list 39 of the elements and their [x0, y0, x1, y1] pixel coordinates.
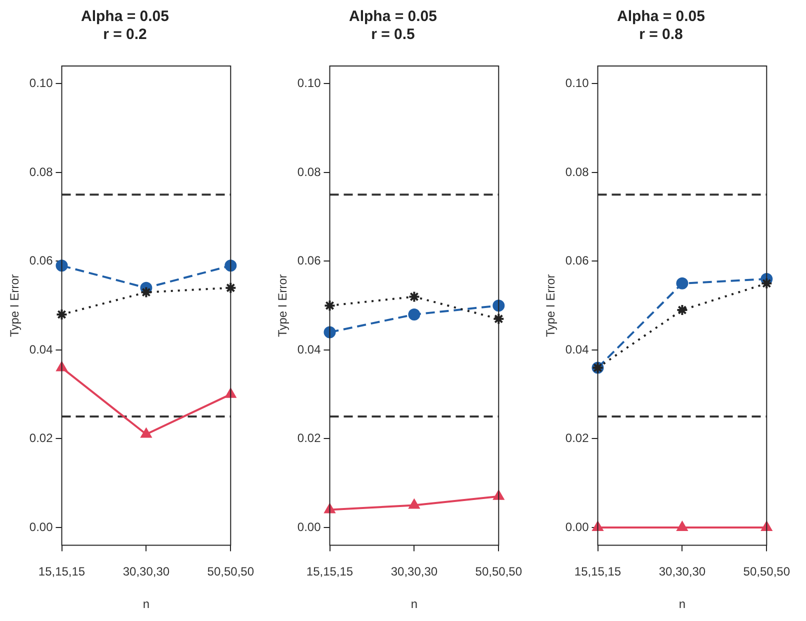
chart-subtitle: r = 0.5 — [371, 26, 415, 44]
chart-subtitle: r = 0.2 — [103, 26, 147, 44]
x-tick-label: 15,15,15 — [306, 564, 354, 579]
y-tick-label: 0.10 — [297, 76, 322, 90]
x-tick-label: 50,50,50 — [475, 564, 522, 579]
chart-title: Alpha = 0.05 — [349, 8, 437, 26]
y-tick-label: 0.02 — [29, 431, 54, 446]
y-tick-label: 0.02 — [565, 431, 590, 446]
x-axis-title: n — [678, 597, 686, 612]
x-axis-title: n — [410, 597, 418, 612]
x-tick-label: 30,30,30 — [390, 564, 438, 579]
y-tick-label: 0.10 — [29, 76, 54, 90]
y-tick-label: 0.00 — [297, 520, 322, 534]
y-tick-label: 0.04 — [29, 342, 54, 356]
y-tick-label: 0.00 — [565, 520, 590, 534]
chart-title: Alpha = 0.05 — [81, 8, 169, 26]
y-axis-title: Type I Error — [276, 274, 290, 337]
y-tick-label: 0.04 — [297, 342, 322, 356]
y-tick-label: 0.08 — [565, 164, 590, 179]
x-axis-title: n — [142, 597, 150, 612]
x-tick-label: 15,15,15 — [38, 564, 86, 579]
y-tick-label: 0.00 — [29, 520, 54, 534]
y-tick-label: 0.06 — [297, 254, 322, 268]
y-tick-label: 0.06 — [29, 254, 54, 268]
y-tick-label: 0.08 — [297, 164, 322, 179]
x-tick-label: 30,30,30 — [658, 564, 706, 579]
y-axis-title: Type I Error — [8, 274, 22, 337]
y-axis-title: Type I Error — [544, 274, 558, 337]
y-tick-label: 0.02 — [297, 431, 322, 446]
y-tick-label: 0.10 — [565, 76, 590, 90]
x-tick-label: 50,50,50 — [743, 564, 790, 579]
x-tick-label: 50,50,50 — [207, 564, 254, 579]
y-tick-label: 0.08 — [29, 164, 54, 179]
x-tick-label: 15,15,15 — [574, 564, 622, 579]
x-tick-label: 30,30,30 — [122, 564, 170, 579]
y-tick-label: 0.04 — [565, 342, 590, 356]
chart-title: Alpha = 0.05 — [617, 8, 705, 26]
chart-subtitle: r = 0.8 — [639, 26, 683, 44]
y-tick-label: 0.06 — [565, 254, 590, 268]
